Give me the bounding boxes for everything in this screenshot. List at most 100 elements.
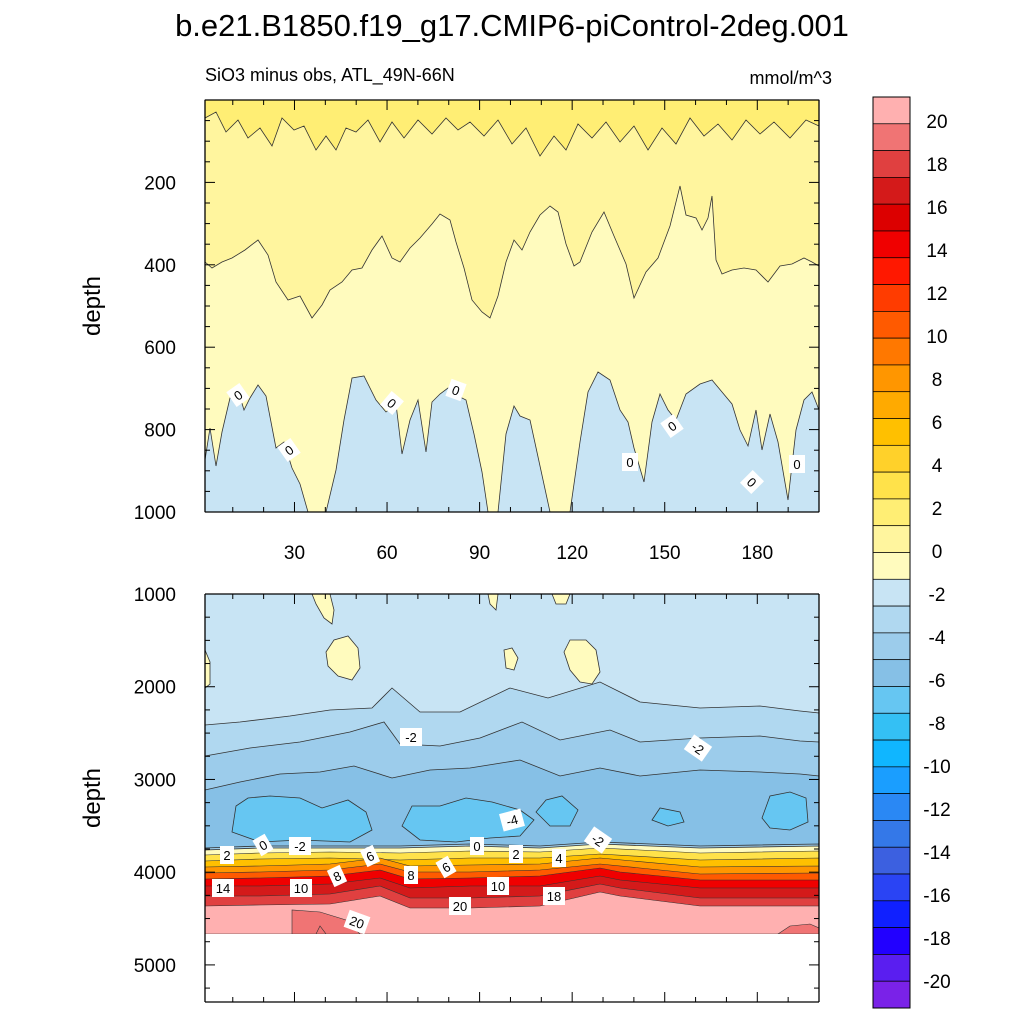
colorbar-swatch (872, 766, 911, 794)
contour-label-bg (400, 728, 422, 746)
contour-label-text: 0 (793, 457, 800, 472)
colorbar-swatch (872, 177, 911, 205)
contour-label: 10 (487, 877, 509, 895)
y-axis-label-lower: depth (79, 768, 106, 828)
contour-label-bg (252, 833, 274, 857)
contour-label-bg (583, 826, 613, 854)
colorbar-swatch (872, 793, 911, 821)
contour-label: 0 (739, 469, 765, 495)
colorbar-swatch (872, 686, 911, 714)
contour-label-text: 2 (223, 848, 230, 863)
colorbar-swatch (872, 927, 911, 955)
contour-label-text: 2 (512, 847, 519, 862)
contour-label-text: 20 (347, 913, 366, 932)
colorbar-label: -18 (923, 929, 950, 950)
y-tick-label-lower: 5000 (134, 956, 176, 977)
colorbar-label: 8 (932, 370, 943, 391)
y-tick-label-upper: 600 (144, 338, 176, 359)
colorbar-swatch (872, 605, 911, 634)
colorbar-label: 14 (926, 241, 948, 262)
y-axis-label-upper: depth (79, 276, 106, 336)
colorbar-swatch (872, 820, 911, 848)
contour-label-text: 10 (491, 879, 505, 894)
contour-label: 0 (789, 455, 805, 473)
contour-label: 8 (404, 866, 418, 884)
contour-label: 20 (449, 897, 471, 915)
contour-label-text: -2 (294, 839, 306, 854)
colorbar-label: -12 (923, 800, 950, 821)
contour-label: 6 (435, 855, 457, 879)
contour-label-bg (543, 887, 565, 905)
colorbar-label: -10 (923, 757, 950, 778)
contour-label: 6 (359, 844, 381, 868)
colorbar-label: 12 (926, 284, 947, 305)
contour-label: 2 (220, 846, 234, 864)
contour-label: 0 (445, 378, 467, 402)
colorbar-label: -8 (929, 714, 946, 735)
contour-label-bg (552, 849, 566, 867)
contour-label: -2 (683, 734, 713, 762)
colorbar-swatch (872, 873, 911, 902)
colorbar-label: -6 (929, 671, 946, 692)
contour-label-text: 0 (450, 382, 462, 399)
x-tick-label: 180 (741, 543, 773, 564)
colorbar-swatch (872, 525, 911, 553)
colorbar-label: 0 (932, 542, 943, 563)
y-tick-label-upper: 400 (144, 256, 176, 277)
lower-missing (205, 934, 819, 1002)
upper-band-neg (204, 371, 820, 513)
colorbar-swatch (872, 739, 911, 768)
contour-label-bg (404, 866, 418, 884)
contour-label: 2 (509, 845, 523, 863)
contour-label: 0 (470, 837, 484, 855)
colorbar-swatch (872, 659, 911, 687)
colorbar-swatch (872, 552, 911, 580)
x-tick-label: 60 (376, 543, 397, 564)
contour-label-bg (343, 909, 371, 935)
lower-patch-pos (204, 593, 601, 689)
colorbar-swatch (872, 284, 911, 312)
y-tick-label-upper: 200 (144, 173, 176, 194)
contour-label-bg (220, 846, 234, 864)
chart-subtitle: SiO3 minus obs, ATL_49N-66N (205, 65, 455, 86)
colorbar-label: -20 (923, 972, 950, 993)
upper-panel (204, 99, 820, 513)
contour-label-bg (499, 808, 525, 832)
colorbar-swatch (872, 150, 911, 178)
colorbar-swatch (872, 954, 911, 982)
y-tick-label-lower: 3000 (134, 770, 176, 791)
colorbar-label: 16 (926, 198, 947, 219)
contour-label-bg (380, 390, 404, 416)
x-tick-label: 90 (469, 543, 490, 564)
x-tick-label: 150 (649, 543, 681, 564)
contour-label-text: 8 (407, 868, 414, 883)
x-tick-label: 30 (284, 543, 305, 564)
contour-label: 18 (543, 887, 565, 905)
colorbar-swatch (872, 980, 911, 1009)
contour-label: 0 (252, 833, 274, 857)
contour-label-bg (226, 383, 250, 407)
contour-label-bg (212, 879, 234, 897)
chart-units: mmol/m^3 (750, 68, 832, 88)
colorbar-swatch (872, 337, 911, 366)
lower-panel (204, 593, 820, 1003)
contour-label-bg (449, 897, 471, 915)
colorbar-label: -16 (923, 886, 950, 907)
contour-label-bg (326, 864, 348, 888)
contour-label-text: 0 (473, 839, 480, 854)
contour-label-bg (487, 877, 509, 895)
colorbar-swatch (872, 471, 911, 500)
y-tick-label-upper: 800 (144, 421, 176, 442)
contour-label: 0 (277, 438, 301, 462)
contour-label: -2 (400, 728, 422, 746)
colorbar-swatch (872, 900, 911, 928)
y-tick-label-upper: 1000 (134, 503, 176, 524)
colorbar-swatch (872, 632, 911, 661)
colorbar-label: -2 (929, 585, 946, 606)
y-tick-label-lower: 2000 (134, 678, 176, 699)
colorbar-swatch (872, 578, 911, 607)
upper-band-0-2 (204, 99, 820, 319)
contour-label-text: 0 (626, 455, 633, 470)
